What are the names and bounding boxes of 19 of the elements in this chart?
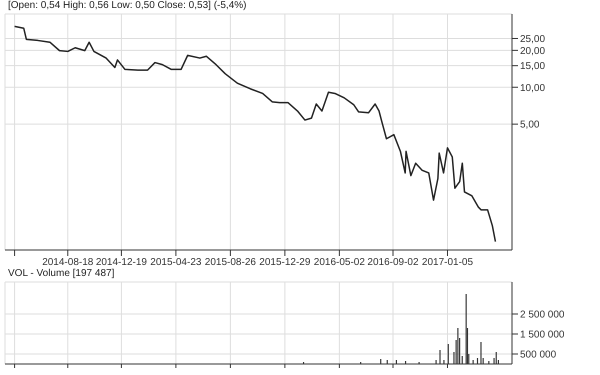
- x-tick-label: 2015-08-26: [204, 257, 256, 268]
- x-tick-label: 2017-01-05: [422, 257, 474, 268]
- chart-title: VOL - Volume [197 487]: [8, 268, 114, 279]
- y-tick-label: 10,00: [520, 82, 546, 94]
- y-tick-label: 20,00: [520, 46, 546, 57]
- x-tick-label: 2014-08-18: [42, 257, 94, 268]
- y-tick-label: 5,00: [520, 120, 540, 131]
- x-tick-label: 2016-05-02: [314, 257, 366, 268]
- y-tick-label: 25,00: [520, 34, 546, 46]
- y-tick-label: 15,00: [520, 61, 546, 72]
- line-series: [14, 26, 496, 242]
- y-tick-label: 1 500 000: [520, 330, 565, 341]
- x-tick-label: 2014-12-19: [96, 257, 148, 268]
- y-tick-label: 2 500 000: [520, 310, 565, 321]
- x-tick-label: 2016-09-02: [367, 257, 419, 268]
- y-tick-label: 500 000: [520, 350, 557, 361]
- chart-title: [Open: 0,54 High: 0,56 Low: 0,50 Close: 0,53] (-5,4%): [8, 0, 246, 11]
- x-tick-label: 2015-04-23: [150, 257, 202, 268]
- x-tick-label: 2015-12-29: [259, 257, 311, 268]
